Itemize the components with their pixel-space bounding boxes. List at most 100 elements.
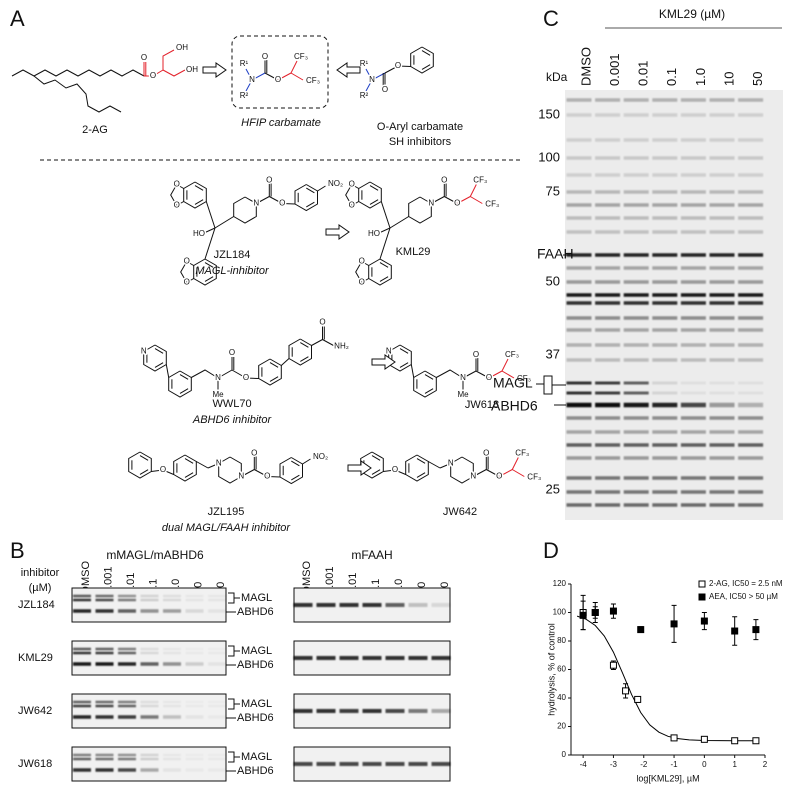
gel-band — [95, 598, 114, 602]
atom-label: Me — [457, 390, 469, 399]
gel-band — [623, 328, 649, 332]
atom-label: N — [369, 75, 375, 84]
gel-band — [118, 647, 136, 651]
marker-label: 37 — [546, 346, 560, 361]
row-label: JW618 — [18, 758, 52, 770]
bond — [302, 458, 311, 465]
atom-label: O — [141, 53, 147, 62]
gel-band — [709, 316, 735, 320]
gel-band — [186, 754, 204, 757]
gel-band — [163, 609, 181, 613]
compound-label: JZL184 — [214, 249, 251, 261]
bond — [311, 339, 323, 346]
gel-band — [140, 704, 159, 708]
gel-band — [566, 476, 592, 480]
gel — [565, 90, 783, 520]
gel-band — [118, 651, 136, 655]
data-point — [752, 737, 760, 745]
atom-label: O — [229, 348, 235, 357]
compound-label: JW642 — [443, 506, 477, 518]
gel-band — [709, 443, 735, 447]
gel-band — [652, 476, 678, 480]
gel-band — [738, 216, 764, 220]
panel-label: D — [543, 538, 559, 563]
bond — [191, 369, 219, 379]
gel-band — [140, 757, 159, 761]
gel-band — [118, 598, 136, 602]
gel-band — [709, 266, 735, 270]
gel-band — [73, 651, 91, 655]
gel-band — [73, 647, 91, 651]
gel-band — [408, 603, 428, 607]
bond — [379, 262, 389, 268]
gel-band — [118, 715, 136, 719]
gel-band — [709, 98, 735, 102]
gel-band — [163, 753, 181, 757]
y-tick-label: 60 — [557, 665, 566, 674]
gel-band — [385, 709, 405, 713]
data-point — [752, 626, 760, 634]
compound-label: KML29 — [396, 246, 431, 258]
gel-band — [680, 328, 706, 332]
gel-band — [95, 662, 114, 666]
gel-band — [185, 598, 204, 602]
gel-band — [566, 503, 592, 507]
atom-label: O — [184, 278, 190, 287]
gel-band — [652, 430, 678, 434]
gel-band — [163, 647, 181, 651]
gel-band — [680, 343, 706, 347]
arrow — [202, 62, 227, 78]
gel-band — [431, 656, 451, 660]
gel-band — [566, 216, 592, 220]
bond — [179, 388, 189, 394]
data-point — [700, 735, 708, 743]
gel-band — [73, 594, 91, 598]
gel-band — [566, 301, 592, 305]
gel-band — [738, 430, 764, 434]
gel — [71, 587, 227, 623]
gel-band — [709, 328, 735, 332]
lane-label: 1.0 — [693, 68, 708, 86]
gel-band — [738, 203, 764, 207]
gel-band — [738, 266, 764, 270]
gel-band — [566, 173, 592, 177]
bond — [388, 344, 412, 372]
data-point — [637, 626, 645, 634]
gel-band — [566, 443, 592, 447]
data-point — [700, 617, 708, 625]
gel-band — [623, 416, 649, 420]
gel-band — [709, 156, 735, 160]
atom-label: N — [253, 199, 259, 208]
bracket — [228, 698, 235, 710]
gel-band — [140, 594, 159, 598]
marker-label: 100 — [538, 149, 560, 164]
bond — [184, 472, 194, 478]
gel-band — [680, 113, 706, 117]
bond — [179, 374, 189, 380]
gel-band — [738, 476, 764, 480]
marker-label: 50 — [546, 273, 560, 288]
data-point — [670, 620, 678, 628]
gel-title: mFAAH — [351, 548, 392, 562]
gel-band — [385, 762, 405, 766]
gel-band — [595, 98, 621, 102]
gel-band — [566, 293, 592, 297]
gel-band — [680, 216, 706, 220]
bond — [254, 469, 268, 477]
atom-label: O — [392, 465, 398, 474]
atom-label: N — [470, 472, 476, 481]
band-label: ABHD6 — [237, 659, 274, 671]
gel-band — [408, 656, 428, 660]
compound-label: WWL70 — [212, 398, 251, 410]
gel-band — [623, 381, 649, 385]
gel-band — [652, 343, 678, 347]
data-point — [609, 661, 617, 669]
gel-band — [623, 98, 649, 102]
gel-band — [186, 648, 204, 651]
atom-label: OH — [176, 43, 188, 52]
gel-band — [95, 609, 114, 613]
arrow — [325, 224, 350, 240]
gel-band — [73, 715, 91, 719]
gel-band — [623, 301, 649, 305]
bond — [306, 187, 315, 194]
